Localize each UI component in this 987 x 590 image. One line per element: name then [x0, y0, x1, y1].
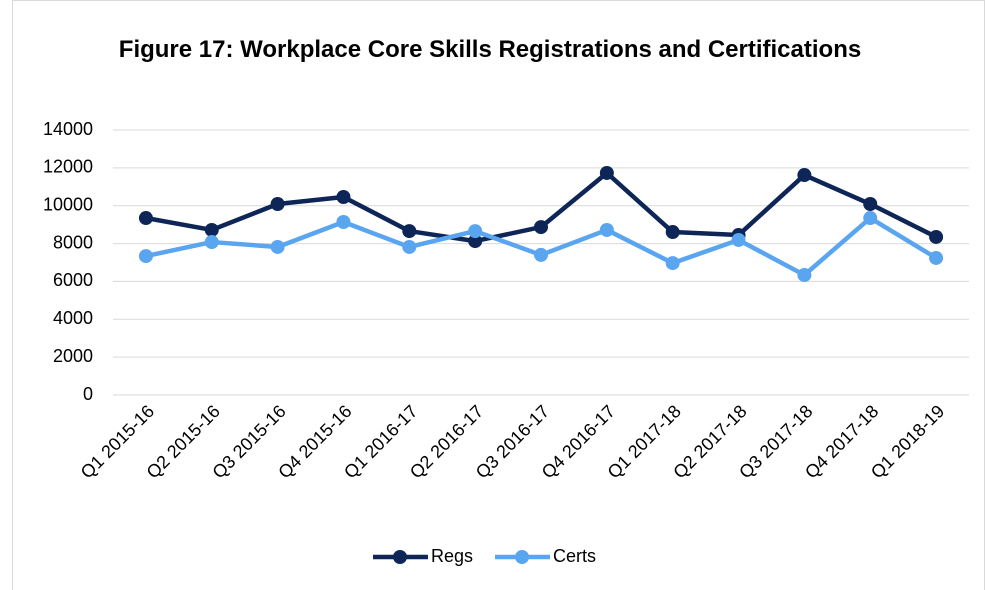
data-point [863, 211, 878, 226]
data-point [336, 190, 351, 205]
y-tick-label: 4000 [53, 308, 93, 328]
data-point [797, 168, 812, 183]
chart-title: Figure 17: Workplace Core Skills Registr… [118, 36, 862, 63]
y-tick-label: 12000 [43, 157, 93, 177]
y-tick-label: 2000 [53, 346, 93, 366]
legend-label: Regs [431, 546, 473, 566]
y-tick-label: 14000 [43, 119, 93, 139]
data-point [468, 224, 483, 239]
data-point [665, 256, 680, 271]
data-point [468, 234, 483, 249]
y-tick-label: 8000 [53, 232, 93, 252]
data-point [534, 247, 548, 262]
data-point [929, 229, 944, 244]
data-point [534, 220, 548, 235]
data-point [929, 250, 944, 265]
legend-label: Certs [553, 546, 596, 566]
data-point [797, 267, 812, 282]
data-point [270, 197, 285, 212]
data-point [599, 165, 614, 180]
data-point [138, 249, 153, 264]
y-tick-label: 0 [83, 384, 93, 404]
data-point [402, 224, 417, 239]
data-point [138, 211, 153, 226]
data-point [863, 197, 878, 212]
data-point [599, 222, 614, 237]
data-point [270, 239, 285, 254]
data-point [336, 214, 351, 229]
y-tick-label: 10000 [43, 194, 93, 214]
legend-marker [515, 550, 530, 564]
legend-marker [393, 550, 407, 564]
data-point [204, 235, 219, 250]
data-point [665, 225, 680, 240]
data-point [204, 222, 219, 237]
y-tick-label: 6000 [53, 270, 93, 290]
chart-border [12, 0, 985, 590]
data-point [731, 232, 746, 247]
data-point [402, 239, 417, 254]
